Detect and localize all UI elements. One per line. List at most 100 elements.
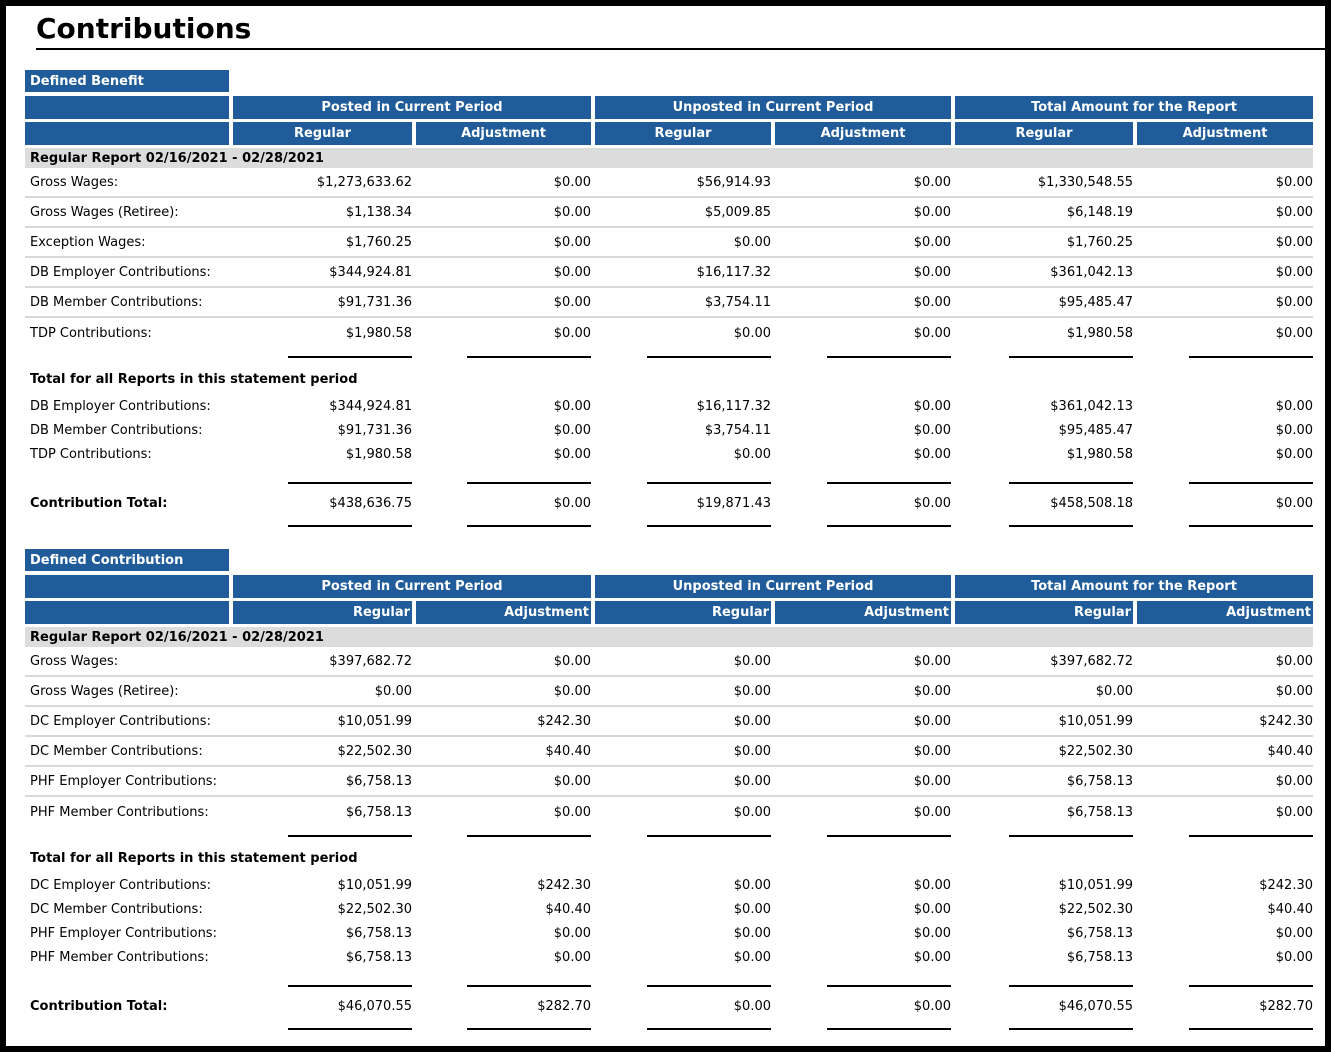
row-value: $0.00 — [553, 422, 591, 438]
row-value: $0.00 — [553, 294, 591, 310]
group-header-cell: Unposted in Current Period — [595, 96, 951, 119]
column-rule — [1189, 482, 1313, 484]
row-value: $0.00 — [913, 422, 951, 438]
group-header-row: Posted in Current Period Unposted in Curr… — [25, 575, 1313, 598]
page-title: Contributions — [36, 12, 252, 45]
sub-header-cell: Regular — [595, 601, 771, 624]
row-value: $0.00 — [1275, 174, 1313, 190]
report-section: Defined Contribution Posted in Current Pe… — [25, 549, 1313, 1030]
row-value: $6,758.13 — [1066, 804, 1133, 820]
sub-header-cell: Adjustment — [1137, 601, 1313, 624]
report-period-band: Regular Report 02/16/2021 - 02/28/2021 — [25, 627, 1313, 647]
contribution-total-label: Contribution Total: — [30, 495, 168, 511]
row-value: $0.00 — [1275, 773, 1313, 789]
row-value: $0.00 — [553, 174, 591, 190]
row-value: $40.40 — [1267, 743, 1314, 759]
row-label: Gross Wages: — [30, 174, 119, 190]
row-label: PHF Member Contributions: — [30, 949, 209, 965]
row-value: $0.00 — [913, 264, 951, 280]
column-rule — [1189, 356, 1313, 358]
table-row: DB Employer Contributions: $344,924.81 $0.… — [25, 258, 1313, 288]
column-rule — [1189, 1028, 1313, 1030]
group-header-row: Posted in Current Period Unposted in Curr… — [25, 96, 1313, 119]
column-rule — [467, 356, 591, 358]
row-label: DB Employer Contributions: — [30, 264, 211, 280]
row-value: $242.30 — [537, 713, 591, 729]
total-row: TDP Contributions: $1,980.58 $0.00 $0.00 $0.… — [25, 442, 1313, 466]
totals-heading: Total for all Reports in this statement … — [30, 372, 358, 387]
column-rule — [288, 525, 412, 527]
row-value: $0.00 — [374, 683, 412, 699]
data-rows-group: Gross Wages: $397,682.72 $0.00 $0.00 $0.00 $3… — [25, 647, 1313, 827]
column-rule — [1009, 525, 1133, 527]
column-rule — [827, 985, 951, 987]
sub-header-cell: Regular — [233, 122, 412, 145]
row-value: $95,485.47 — [1058, 294, 1133, 310]
column-rule — [288, 482, 412, 484]
column-rule — [467, 525, 591, 527]
row-value: $0.00 — [553, 325, 591, 341]
row-value: $0.00 — [733, 925, 771, 941]
row-value: $0.00 — [913, 925, 951, 941]
row-value: $0.00 — [553, 804, 591, 820]
group-header-cell: Total Amount for the Report — [955, 96, 1313, 119]
total-row: DC Employer Contributions: $10,051.99 $242… — [25, 873, 1313, 897]
contribution-total-value: $282.70 — [537, 998, 591, 1014]
column-rule — [288, 1028, 412, 1030]
contribution-total-row: Contribution Total: $438,636.75 $0.00 $19,8… — [25, 493, 1313, 513]
column-rule — [467, 1028, 591, 1030]
sub-header-cell: Regular — [233, 601, 412, 624]
row-value: $10,051.99 — [337, 713, 412, 729]
table-row: Gross Wages: $397,682.72 $0.00 $0.00 $0.00 $3… — [25, 647, 1313, 677]
row-value: $0.00 — [733, 446, 771, 462]
column-rule — [1009, 1028, 1133, 1030]
row-value: $0.00 — [733, 901, 771, 917]
row-label: Gross Wages: — [30, 653, 119, 669]
row-value: $1,138.34 — [345, 204, 412, 220]
column-rule — [647, 985, 771, 987]
report-section: Defined Benefit Posted in Current Period U… — [25, 70, 1313, 527]
row-value: $397,682.72 — [1050, 653, 1133, 669]
sub-header-row: Regular Adjustment Regular Adjustment Regula… — [25, 601, 1313, 624]
row-label: PHF Employer Contributions: — [30, 773, 217, 789]
row-value: $0.00 — [553, 773, 591, 789]
column-rule — [288, 985, 412, 987]
row-value: $0.00 — [733, 713, 771, 729]
row-value: $0.00 — [1275, 683, 1313, 699]
row-value: $40.40 — [545, 743, 592, 759]
row-value: $10,051.99 — [337, 877, 412, 893]
row-value: $0.00 — [733, 653, 771, 669]
row-value: $1,330,548.55 — [1037, 174, 1133, 190]
contribution-total-value: $458,508.18 — [1050, 495, 1133, 511]
contribution-total-value: $0.00 — [913, 495, 951, 511]
row-value: $1,980.58 — [345, 446, 412, 462]
total-row: DB Member Contributions: $91,731.36 $0.00 $… — [25, 418, 1313, 442]
row-value: $0.00 — [733, 877, 771, 893]
row-value: $6,758.13 — [345, 773, 412, 789]
group-header-cell: Posted in Current Period — [233, 575, 591, 598]
column-rule — [1189, 525, 1313, 527]
sub-header-cell: Adjustment — [416, 122, 591, 145]
sub-header-row: Regular Adjustment Regular Adjustment Regula… — [25, 122, 1313, 145]
row-value: $0.00 — [1275, 264, 1313, 280]
column-rule — [827, 835, 951, 837]
column-rule — [647, 1028, 771, 1030]
row-value: $0.00 — [913, 174, 951, 190]
row-value: $0.00 — [913, 294, 951, 310]
row-value: $1,760.25 — [345, 234, 412, 250]
row-label: DC Member Contributions: — [30, 743, 203, 759]
sub-header-cell: Adjustment — [775, 122, 951, 145]
row-label: DB Member Contributions: — [30, 294, 203, 310]
table-row: DB Member Contributions: $91,731.36 $0.00 $… — [25, 288, 1313, 318]
header-spacer-cell — [25, 122, 229, 145]
row-value: $0.00 — [553, 234, 591, 250]
row-value: $6,758.13 — [345, 925, 412, 941]
row-value: $6,758.13 — [1066, 925, 1133, 941]
row-value: $344,924.81 — [329, 264, 412, 280]
row-value: $0.00 — [733, 683, 771, 699]
row-value: $0.00 — [733, 325, 771, 341]
row-label: DC Employer Contributions: — [30, 713, 211, 729]
row-value: $22,502.30 — [337, 743, 412, 759]
row-value: $0.00 — [553, 264, 591, 280]
sub-header-cell: Adjustment — [775, 601, 951, 624]
